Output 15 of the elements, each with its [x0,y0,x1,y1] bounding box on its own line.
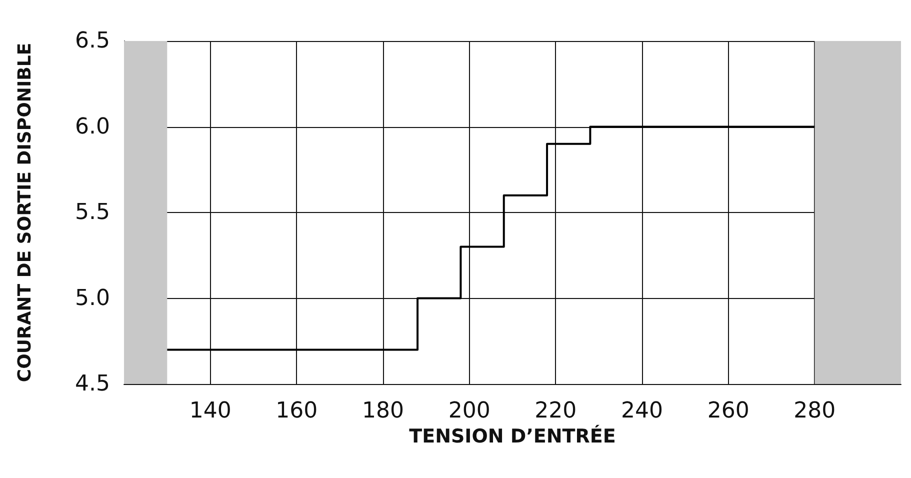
y-tick-label: 6.5 [75,28,110,54]
x-tick-label: 280 [794,398,836,424]
x-tick-label: 240 [621,398,663,424]
y-tick-label: 6.0 [75,114,110,140]
x-tick-label: 260 [707,398,750,424]
x-tick-label: 140 [189,398,232,424]
x-tick-label: 180 [362,398,404,424]
y-tick-label: 4.5 [75,372,110,396]
y-tick-label: 5.5 [75,200,110,225]
x-tick-label: 220 [534,398,577,424]
x-tick-label: 200 [448,398,490,424]
x-tick-label: 160 [276,398,318,424]
y-axis-title: COURANT DE SORTIE DISPONIBLE [14,42,36,382]
x-axis-title: TENSION D’ENTRÉE [409,424,616,448]
y-tick-label: 5.0 [75,286,110,311]
